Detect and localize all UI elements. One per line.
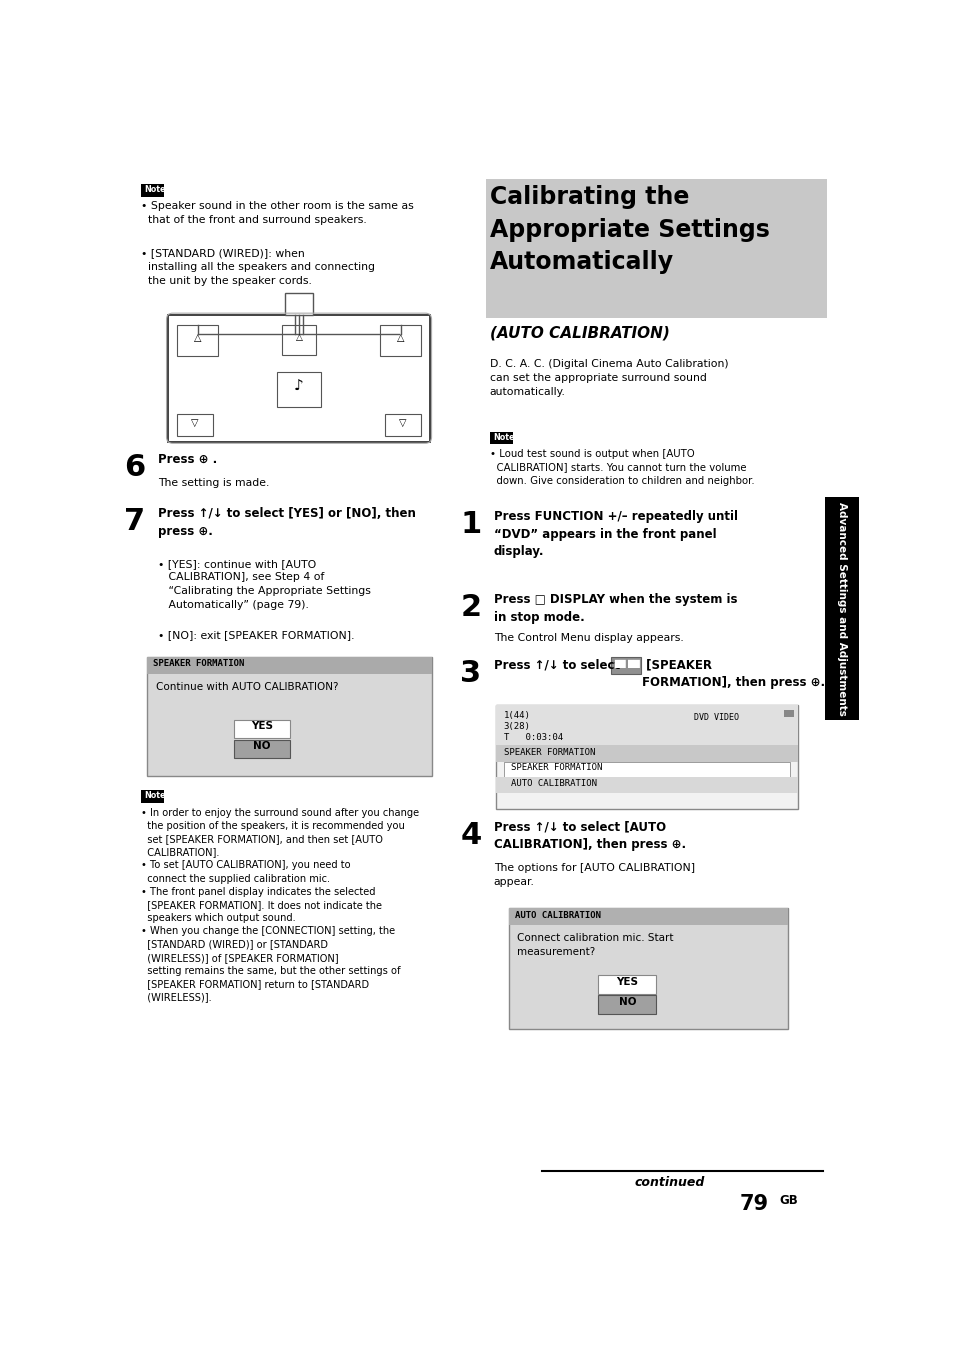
Bar — [177, 326, 217, 357]
Bar — [168, 315, 430, 442]
Text: Note: Note — [144, 791, 166, 800]
Text: Note: Note — [144, 185, 166, 193]
Text: Calibrating the: Calibrating the — [489, 185, 688, 210]
Bar — [496, 706, 798, 745]
Text: T   0:03:04: T 0:03:04 — [503, 733, 562, 742]
Bar — [503, 763, 790, 777]
Text: Press ↑/↓ to select: Press ↑/↓ to select — [493, 658, 619, 672]
Text: 3(28): 3(28) — [503, 722, 530, 731]
Text: ♪: ♪ — [294, 379, 304, 393]
Bar — [277, 372, 320, 407]
Text: Press ↑/↓ to select [YES] or [NO], then
press ⊕.: Press ↑/↓ to select [YES] or [NO], then … — [158, 507, 416, 538]
Text: Advanced Settings and Adjustments: Advanced Settings and Adjustments — [836, 502, 845, 715]
Text: Note: Note — [493, 433, 514, 442]
Bar — [147, 657, 432, 673]
Bar — [598, 975, 656, 994]
Bar — [496, 745, 798, 763]
Text: 1(44): 1(44) — [503, 711, 530, 721]
Text: ██ ██: ██ ██ — [613, 658, 639, 668]
Text: △: △ — [193, 333, 201, 343]
Text: ▽: ▽ — [398, 418, 406, 427]
Bar — [489, 431, 513, 445]
Text: GB: GB — [779, 1194, 798, 1207]
Text: D. C. A. C. (Digital Cinema Auto Calibration)
can set the appropriate surround s: D. C. A. C. (Digital Cinema Auto Calibra… — [489, 358, 727, 397]
Text: 1: 1 — [459, 510, 481, 539]
Text: Press ⊕ .: Press ⊕ . — [158, 453, 217, 466]
Bar — [385, 414, 420, 435]
Bar — [141, 790, 164, 803]
Bar — [509, 907, 787, 1029]
Text: • [NO]: exit [SPEAKER FORMATION].: • [NO]: exit [SPEAKER FORMATION]. — [158, 630, 355, 641]
Text: NO: NO — [253, 741, 271, 752]
Text: Press ↑/↓ to select [AUTO
CALIBRATION], then press ⊕.: Press ↑/↓ to select [AUTO CALIBRATION], … — [493, 821, 685, 852]
Bar — [380, 326, 420, 357]
Text: 6: 6 — [124, 453, 145, 483]
Text: YES: YES — [616, 977, 638, 987]
Bar — [147, 657, 432, 776]
Text: • [STANDARD (WIRED)]: when
  installing all the speakers and connecting
  the un: • [STANDARD (WIRED)]: when installing al… — [141, 249, 375, 287]
Bar — [485, 180, 826, 318]
Bar — [496, 777, 798, 792]
Text: Connect calibration mic. Start
measurement?: Connect calibration mic. Start measureme… — [517, 933, 673, 957]
Bar — [823, 498, 858, 721]
Bar — [282, 326, 315, 354]
Text: △: △ — [295, 333, 302, 342]
Bar — [509, 907, 787, 925]
Text: AUTO CALIBRATION: AUTO CALIBRATION — [511, 779, 597, 788]
Text: Appropriate Settings: Appropriate Settings — [489, 218, 769, 242]
Text: continued: continued — [634, 1175, 704, 1188]
Text: 7: 7 — [124, 507, 145, 537]
Text: [SPEAKER
FORMATION], then press ⊕.: [SPEAKER FORMATION], then press ⊕. — [641, 658, 824, 690]
Text: The setting is made.: The setting is made. — [158, 479, 269, 488]
Text: 4: 4 — [459, 821, 481, 849]
Text: SPEAKER FORMATION: SPEAKER FORMATION — [503, 748, 595, 757]
Text: Continue with AUTO CALIBRATION?: Continue with AUTO CALIBRATION? — [156, 681, 338, 692]
Text: • Speaker sound in the other room is the same as
  that of the front and surroun: • Speaker sound in the other room is the… — [141, 200, 414, 224]
Text: The options for [AUTO CALIBRATION]
appear.: The options for [AUTO CALIBRATION] appea… — [493, 863, 694, 887]
Text: • Loud test sound is output when [AUTO
  CALIBRATION] starts. You cannot turn th: • Loud test sound is output when [AUTO C… — [489, 449, 754, 485]
Text: Press FUNCTION +/– repeatedly until
“DVD” appears in the front panel
display.: Press FUNCTION +/– repeatedly until “DVD… — [493, 510, 737, 558]
Text: Press □ DISPLAY when the system is
in stop mode.: Press □ DISPLAY when the system is in st… — [493, 594, 737, 623]
Text: SPEAKER FORMATION: SPEAKER FORMATION — [511, 764, 602, 772]
Text: Automatically: Automatically — [489, 250, 673, 274]
Text: SPEAKER FORMATION: SPEAKER FORMATION — [153, 658, 245, 668]
Text: DVD VIDEO: DVD VIDEO — [693, 713, 738, 722]
Bar — [141, 184, 164, 197]
Text: YES: YES — [251, 721, 273, 731]
Text: • [YES]: continue with [AUTO
   CALIBRATION], see Step 4 of
   “Calibrating the : • [YES]: continue with [AUTO CALIBRATION… — [158, 558, 371, 610]
Text: △: △ — [396, 333, 404, 343]
Text: • In order to enjoy the surround sound after you change
  the position of the sp: • In order to enjoy the surround sound a… — [141, 807, 418, 1002]
Text: 3: 3 — [459, 658, 481, 688]
Text: ▽: ▽ — [192, 418, 199, 427]
Text: (AUTO CALIBRATION): (AUTO CALIBRATION) — [489, 326, 669, 341]
Bar — [285, 293, 313, 315]
Bar — [783, 710, 793, 718]
Text: 2: 2 — [459, 594, 481, 622]
Bar — [598, 995, 656, 1014]
Bar — [233, 719, 290, 738]
Text: The Control Menu display appears.: The Control Menu display appears. — [493, 634, 682, 644]
Bar — [177, 414, 213, 435]
Text: AUTO CALIBRATION: AUTO CALIBRATION — [515, 911, 600, 919]
Text: 79: 79 — [739, 1194, 767, 1214]
Bar — [611, 657, 640, 675]
Bar — [233, 740, 290, 758]
Bar — [496, 706, 798, 808]
Text: NO: NO — [618, 996, 636, 1006]
